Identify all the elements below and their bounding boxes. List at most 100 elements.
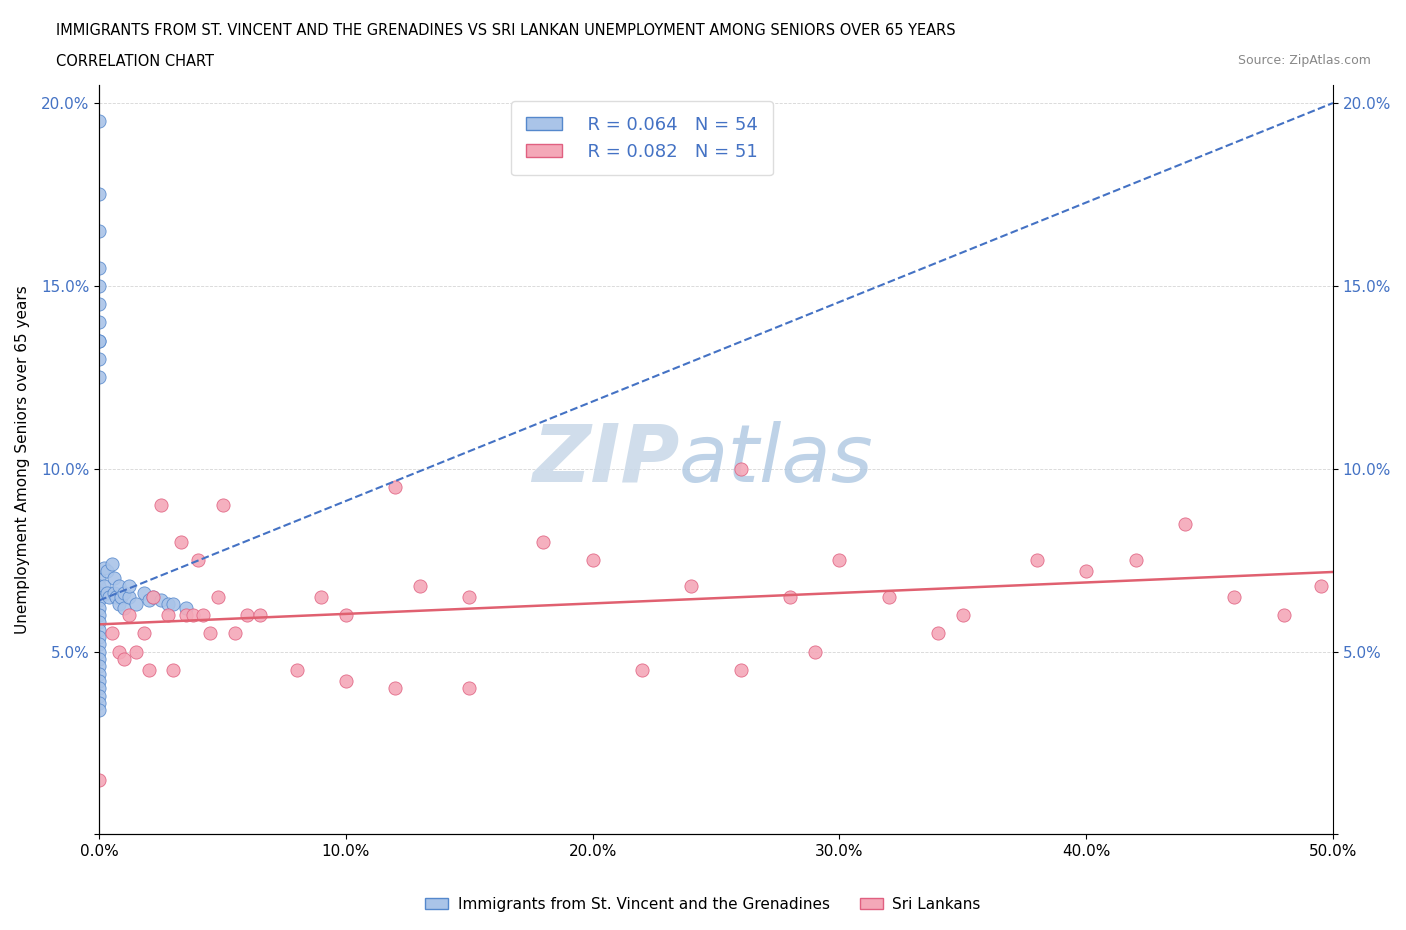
Point [631,662,654,677]
Point [89,637,111,652]
Point [89,681,111,696]
Point [89,187,111,202]
Point [1272,607,1295,622]
Point [224,626,246,641]
Point [89,666,111,681]
Point [1125,552,1147,567]
Point [89,703,111,718]
Point [311,590,333,604]
Point [112,586,135,601]
Point [730,662,752,677]
Text: CORRELATION CHART: CORRELATION CHART [56,54,214,69]
Point [89,630,111,644]
Point [89,333,111,348]
Point [89,352,111,366]
Point [132,586,155,601]
Point [335,607,357,622]
Point [98,590,121,604]
Point [89,586,111,601]
Point [138,662,160,677]
Legend:   R = 0.064   N = 54,   R = 0.082   N = 51: R = 0.064 N = 54, R = 0.082 N = 51 [512,101,773,175]
Point [110,590,132,604]
Point [103,571,125,586]
Point [125,597,148,612]
Point [1174,516,1197,531]
Point [952,607,974,622]
Point [89,260,111,275]
Point [149,498,172,512]
Point [1025,552,1047,567]
Point [89,673,111,688]
Point [96,564,118,578]
Point [458,590,481,604]
Point [108,597,131,612]
Point [162,597,184,612]
Point [89,278,111,293]
Text: IMMIGRANTS FROM ST. VINCENT AND THE GRENADINES VS SRI LANKAN UNEMPLOYMENT AMONG : IMMIGRANTS FROM ST. VINCENT AND THE GREN… [56,23,956,38]
Point [174,600,197,615]
Point [118,590,141,604]
Point [681,578,703,593]
Point [162,662,184,677]
Point [93,560,115,575]
Point [100,556,122,571]
Text: Source: ZipAtlas.com: Source: ZipAtlas.com [1237,54,1371,67]
Point [89,370,111,385]
Point [828,552,851,567]
Point [103,586,125,601]
Point [1309,578,1331,593]
Point [89,607,111,622]
Point [142,590,165,604]
Point [142,590,165,604]
Point [181,607,204,622]
Y-axis label: Unemployment Among Seniors over 65 years: Unemployment Among Seniors over 65 years [15,286,30,634]
Point [108,578,131,593]
Point [89,772,111,787]
Text: ZIP: ZIP [531,420,679,498]
Point [174,607,197,622]
Point [89,113,111,128]
Point [249,607,271,622]
Point [335,673,357,688]
Point [200,626,222,641]
Point [927,626,949,641]
Point [132,626,155,641]
Point [112,600,135,615]
Point [89,644,111,659]
Point [877,590,900,604]
Point [89,578,111,593]
Point [89,593,111,608]
Point [384,681,406,696]
Point [1076,564,1098,578]
Point [89,333,111,348]
Point [89,223,111,238]
Point [125,644,148,659]
Point [803,644,825,659]
Point [89,615,111,630]
Point [89,652,111,667]
Point [187,552,209,567]
Point [108,644,131,659]
Point [409,578,432,593]
Point [531,535,554,550]
Point [1223,590,1246,604]
Point [157,597,180,612]
Point [779,590,801,604]
Point [169,535,191,550]
Point [89,297,111,312]
Point [384,480,406,495]
Point [89,571,111,586]
Point [285,662,308,677]
Point [112,652,135,667]
Point [458,681,481,696]
Point [89,658,111,673]
Point [149,593,172,608]
Point [138,593,160,608]
Point [582,552,605,567]
Point [93,578,115,593]
Point [89,315,111,330]
Point [89,600,111,615]
Point [89,622,111,637]
Point [730,461,752,476]
Legend: Immigrants from St. Vincent and the Grenadines, Sri Lankans: Immigrants from St. Vincent and the Gren… [419,891,987,918]
